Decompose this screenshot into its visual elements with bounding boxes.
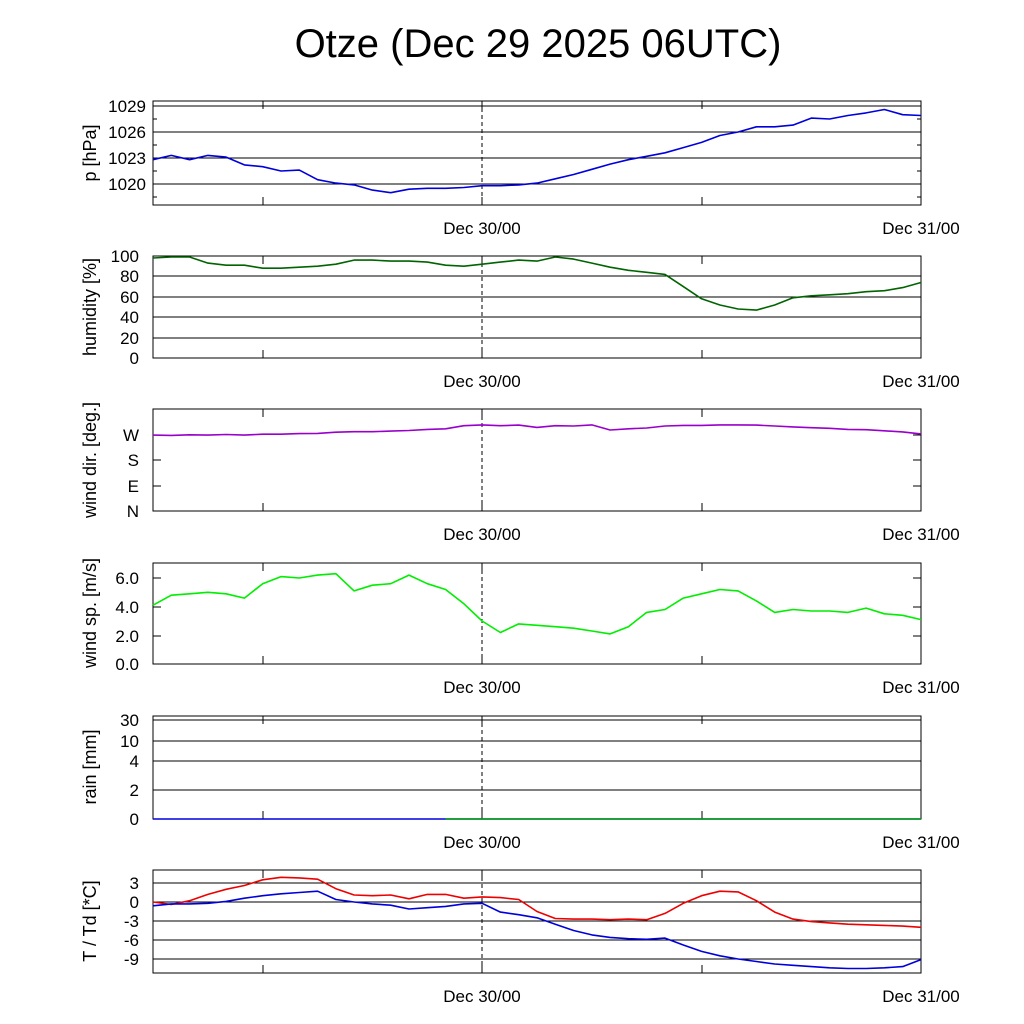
x-tick-label: Dec 30/00 <box>443 372 521 391</box>
y-tick-label: 20 <box>120 329 139 348</box>
x-tick-label: Dec 31/00 <box>882 678 960 697</box>
y-tick-label: 60 <box>120 288 139 307</box>
y-tick-label: W <box>123 426 139 445</box>
y-tick-label: -3 <box>124 912 139 931</box>
y-tick-label: 30 <box>120 711 139 730</box>
series-line <box>152 424 922 437</box>
x-tick-label: Dec 30/00 <box>443 219 521 238</box>
series-line <box>152 572 922 635</box>
y-tick-label: 40 <box>120 308 139 327</box>
series-line <box>152 108 922 194</box>
y-tick-label: 0 <box>130 893 139 912</box>
panel-frame <box>152 255 922 359</box>
y-tick-label: 80 <box>120 267 139 286</box>
y-tick-label: 10 <box>120 732 139 751</box>
page-title: Otze (Dec 29 2025 06UTC) <box>294 22 782 66</box>
panel-frame <box>152 100 922 206</box>
y-tick-label: 4 <box>130 752 139 771</box>
y-tick-label: 0 <box>130 349 139 368</box>
y-axis-label: rain [mm] <box>80 729 100 804</box>
y-axis-label: T / Td [*C] <box>80 880 100 961</box>
x-tick-label: Dec 31/00 <box>882 219 960 238</box>
panel-frame <box>152 408 922 512</box>
y-axis-label: wind sp. [m/s] <box>80 558 100 669</box>
x-tick-label: Dec 30/00 <box>443 525 521 544</box>
x-tick-label: Dec 30/00 <box>443 678 521 697</box>
y-tick-label: 1029 <box>108 97 146 116</box>
y-tick-label: -6 <box>124 931 139 950</box>
y-tick-label: 1026 <box>108 123 146 142</box>
y-tick-label: 2 <box>130 781 139 800</box>
x-tick-label: Dec 31/00 <box>882 833 960 852</box>
y-axis-label: humidity [%] <box>80 258 100 356</box>
x-tick-label: Dec 30/00 <box>443 833 521 852</box>
series-line <box>152 890 922 970</box>
x-tick-label: Dec 30/00 <box>443 987 521 1006</box>
y-tick-label: 0.0 <box>115 655 139 674</box>
x-tick-label: Dec 31/00 <box>882 525 960 544</box>
y-tick-label: 1023 <box>108 149 146 168</box>
y-tick-label: 3 <box>130 874 139 893</box>
y-tick-label: 6.0 <box>115 569 139 588</box>
y-tick-label: 0 <box>130 810 139 829</box>
y-tick-label: E <box>128 477 139 496</box>
y-tick-label: 100 <box>111 247 139 266</box>
y-axis-label: p [hPa] <box>80 124 100 181</box>
y-tick-label: N <box>127 502 139 521</box>
panel-frame <box>152 562 922 665</box>
series-line <box>152 876 922 929</box>
y-tick-label: -9 <box>124 950 139 969</box>
y-axis-label: wind dir. [deg.] <box>80 402 100 519</box>
x-tick-label: Dec 31/00 <box>882 987 960 1006</box>
x-tick-label: Dec 31/00 <box>882 372 960 391</box>
y-tick-label: 2.0 <box>115 627 139 646</box>
series-line <box>152 256 922 311</box>
y-tick-label: 4.0 <box>115 598 139 617</box>
panel-frame <box>152 715 922 820</box>
y-tick-label: S <box>128 451 139 470</box>
y-tick-label: 1020 <box>108 175 146 194</box>
